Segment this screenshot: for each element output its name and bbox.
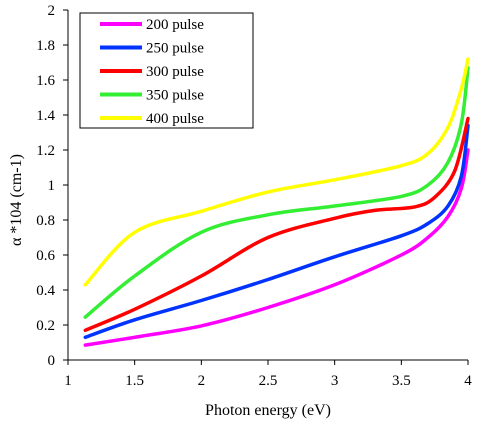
series-line-250-pulse: [83, 123, 470, 340]
x-tick-label: 2: [198, 373, 206, 389]
y-tick-label: 1: [48, 178, 56, 194]
x-tick-label: 3: [331, 373, 339, 389]
y-tick-label: 0.6: [36, 248, 55, 264]
series-lines: [83, 57, 470, 347]
x-tick-label: 1: [64, 373, 72, 389]
legend: 200 pulse 250 pulse 300 pulse 350 pulse 400 …: [79, 12, 254, 129]
y-tick-label: 0.2: [36, 318, 55, 334]
x-tick-label: 1.5: [125, 373, 144, 389]
series-line-350-pulse: [83, 66, 470, 319]
x-tick-label: 4: [464, 373, 472, 389]
series-line-300-pulse: [83, 116, 470, 333]
y-tick-label: 0.8: [36, 213, 55, 229]
x-axis-ticks: 1 1.5 2 2.5 3 3.5 4: [64, 360, 472, 389]
x-axis-title: Photon energy (eV): [205, 402, 331, 419]
series-line-400-pulse: [83, 57, 470, 287]
y-tick-label: 1.6: [36, 73, 55, 89]
x-tick-label: 2.5: [259, 373, 278, 389]
y-tick-label: 0: [48, 353, 56, 369]
y-tick-label: 0.4: [36, 283, 55, 299]
legend-label: 250 pulse: [146, 41, 204, 57]
series-line-200-pulse: [83, 148, 470, 347]
y-axis-ticks: 0 0.2 0.4 0.6 0.8 1 1.2 1.4 1.6 1.8 2: [36, 3, 68, 369]
x-tick-label: 3.5: [392, 373, 411, 389]
y-tick-label: 1.8: [36, 38, 55, 54]
legend-label: 400 pulse: [146, 111, 204, 127]
legend-label: 300 pulse: [146, 64, 204, 80]
y-tick-label: 1.2: [36, 143, 55, 159]
y-tick-label: 1.4: [36, 108, 55, 124]
legend-label: 350 pulse: [146, 88, 204, 104]
y-axis-title: α *104 (cm-1): [8, 154, 25, 246]
y-tick-label: 2: [48, 3, 56, 19]
legend-label: 200 pulse: [146, 17, 204, 33]
